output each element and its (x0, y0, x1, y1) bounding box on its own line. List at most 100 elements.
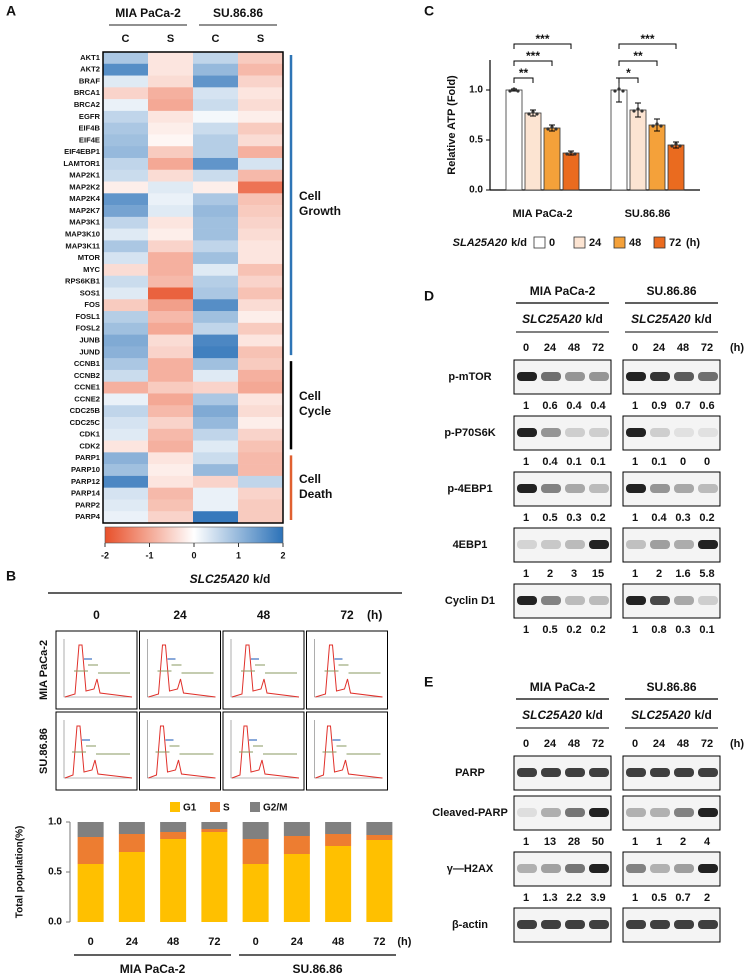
heatmap-cell (103, 369, 149, 382)
gene-label: MYC (83, 265, 100, 274)
quant-label: 3.9 (590, 892, 605, 904)
quant-label: 2 (656, 568, 662, 580)
significance-label: *** (535, 32, 549, 46)
blot-band (650, 540, 670, 549)
quant-label: 0.1 (699, 624, 714, 636)
heatmap-cell (193, 110, 239, 123)
heatmap-cell (103, 322, 149, 335)
stacked-segment (201, 822, 228, 829)
heatmap-cell (193, 464, 239, 477)
heatmap-cell (103, 252, 149, 265)
histogram-axes (230, 639, 299, 698)
heatmap-cell (193, 263, 239, 277)
lane-label: 72 (701, 738, 713, 750)
heatmap-cell (148, 87, 194, 100)
blot-band (589, 864, 609, 873)
heatmap-cell (193, 334, 239, 347)
x-tick-label: MIA PaCa-2 (512, 208, 572, 220)
replicate-dot (535, 112, 539, 116)
quant-label: 1 (523, 624, 529, 636)
heatmap-cell (193, 393, 239, 406)
time-unit: (h) (367, 608, 382, 622)
blot-band (565, 484, 585, 493)
heatmap-cell (148, 52, 194, 65)
quant-label: 1.6 (675, 568, 690, 580)
kd-suffix: k/d (253, 572, 270, 586)
y-tick-label: 0.5 (48, 867, 62, 878)
heatmap-cell (148, 452, 194, 465)
heatmap-cell (193, 228, 239, 241)
gene-label: MTOR (78, 253, 101, 262)
gene-label: CCNB1 (74, 359, 101, 368)
gene-label: FOSL2 (76, 324, 100, 333)
quant-label: 0 (704, 456, 710, 468)
heatmap-cell (238, 475, 284, 488)
heatmap-cell (193, 157, 239, 171)
heatmap-cell (238, 417, 284, 430)
blot-row-label: p-mTOR (448, 371, 491, 383)
heatmap-cell (103, 205, 149, 218)
quant-label: 28 (568, 836, 580, 848)
gene-label: CCNE1 (74, 383, 101, 392)
blot-band (650, 596, 670, 605)
lane-label: 72 (701, 342, 713, 354)
gene-name: SLC25A20 (522, 708, 582, 722)
bar (629, 109, 647, 191)
heatmap-cell (193, 87, 239, 100)
blot-band (589, 484, 609, 493)
heatmap-cell (238, 252, 284, 265)
blot-band (650, 372, 670, 381)
stacked-segment (118, 822, 145, 834)
blot-band (698, 768, 718, 777)
gene-label: PARP1 (75, 453, 101, 462)
blot-band (674, 484, 694, 493)
gene-label: CCNB2 (74, 371, 100, 380)
quant-label: 1.3 (542, 892, 557, 904)
blot-band (565, 920, 585, 929)
blot-band (565, 540, 585, 549)
kd-label: SLC25A20 k/d (522, 708, 603, 722)
kd-suffix: k/d (586, 708, 603, 722)
quant-label: 0.4 (651, 512, 667, 524)
x-tick-label: 48 (167, 936, 179, 948)
legend-label: G2/M (263, 803, 287, 814)
heatmap-cell (103, 381, 149, 394)
heatmap-cell (193, 452, 239, 465)
heatmap-cell (103, 157, 149, 171)
heatmap-cell (238, 228, 284, 241)
blot-band (541, 372, 561, 381)
heatmap-cell (148, 475, 194, 488)
stacked-segment (77, 864, 104, 922)
legend-swatch (210, 802, 220, 812)
gene-label: PARP10 (71, 465, 100, 474)
quant-label: 3 (571, 568, 577, 580)
significance-label: * (626, 66, 631, 80)
blot-band (541, 768, 561, 777)
x-tick-label: SU.86.86 (625, 208, 671, 220)
blot-row-label: PARP (455, 767, 485, 779)
heatmap-cell (238, 263, 284, 277)
quant-label: 1 (632, 836, 638, 848)
heatmap-cell (238, 87, 284, 100)
heatmap-cell (238, 216, 284, 229)
kd-label: SLC25A20 k/d (190, 572, 271, 586)
quant-label: 0.3 (566, 512, 581, 524)
heatmap-cell (238, 75, 284, 88)
blot-band (698, 484, 718, 493)
blot-band (626, 808, 646, 817)
stacked-segment (242, 822, 269, 839)
quant-label: 0.5 (542, 512, 557, 524)
heatmap-cell (148, 405, 194, 418)
heatmap-cell (148, 63, 194, 76)
quant-label: 1 (656, 836, 662, 848)
blot-band (626, 596, 646, 605)
colorbar-tick-label: 2 (280, 550, 285, 560)
cell-line-label: MIA PaCa-2 (530, 284, 596, 298)
quant-label: 13 (544, 836, 556, 848)
blot-band (698, 920, 718, 929)
heatmap-cell (103, 440, 149, 453)
heatmap-cell (238, 240, 284, 253)
blot-band (698, 428, 718, 437)
heatmap-cell (238, 487, 284, 500)
heatmap-cell (148, 299, 194, 312)
